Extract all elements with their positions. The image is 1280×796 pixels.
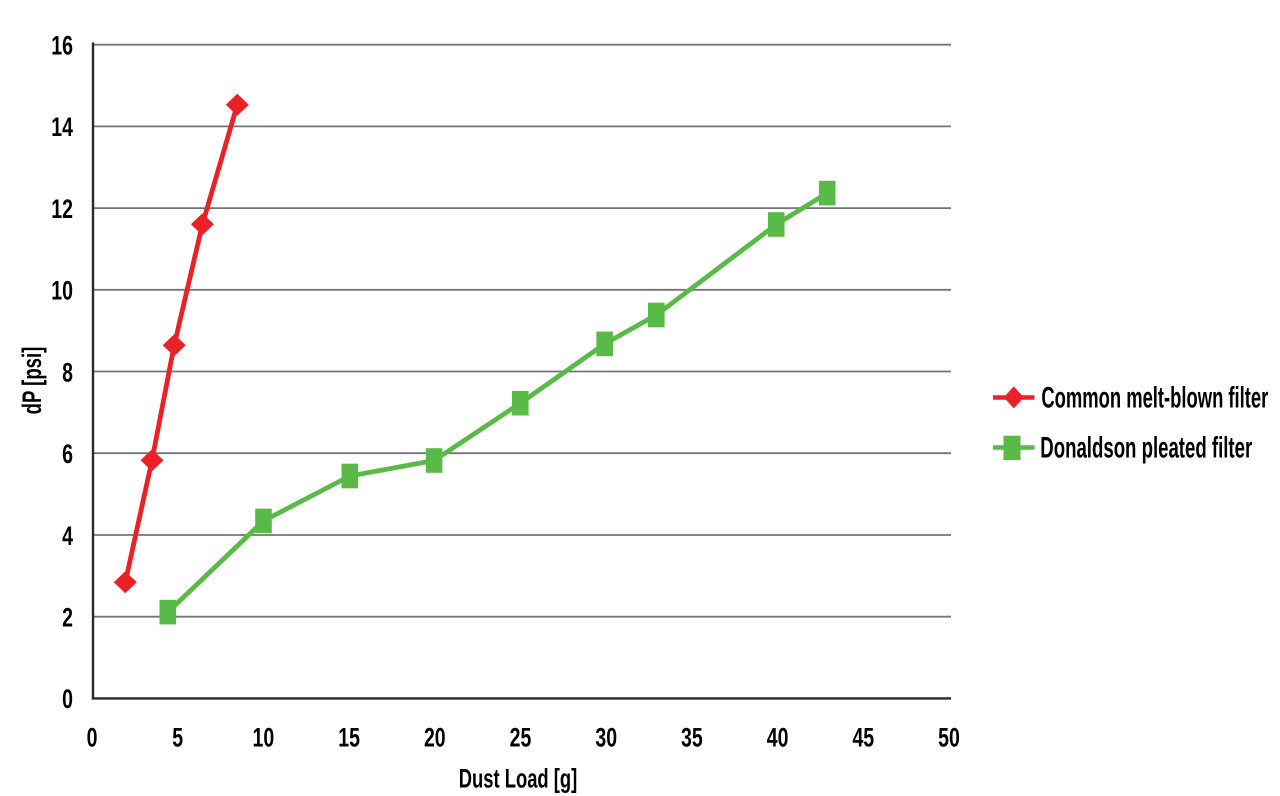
svg-text:16: 16 xyxy=(51,32,73,62)
svg-text:dP [psi]: dP [psi] xyxy=(17,347,47,415)
svg-text:30: 30 xyxy=(595,723,617,753)
svg-text:12: 12 xyxy=(51,195,73,225)
svg-text:5: 5 xyxy=(172,723,183,753)
svg-text:Common melt-blown filter: Common melt-blown filter xyxy=(1041,381,1268,415)
svg-text:4: 4 xyxy=(62,522,74,552)
svg-text:0: 0 xyxy=(87,723,98,753)
svg-text:25: 25 xyxy=(510,723,532,753)
svg-text:10: 10 xyxy=(51,277,73,307)
svg-text:8: 8 xyxy=(62,358,73,388)
svg-text:40: 40 xyxy=(767,723,789,753)
svg-text:2: 2 xyxy=(62,604,73,634)
svg-text:35: 35 xyxy=(681,723,703,753)
svg-text:Donaldson pleated filter: Donaldson pleated filter xyxy=(1040,431,1252,465)
svg-text:20: 20 xyxy=(424,723,446,753)
svg-text:6: 6 xyxy=(62,440,73,470)
svg-text:10: 10 xyxy=(253,723,275,753)
svg-text:15: 15 xyxy=(338,723,360,753)
svg-text:14: 14 xyxy=(51,113,73,143)
svg-text:45: 45 xyxy=(852,723,874,753)
svg-text:50: 50 xyxy=(938,723,960,753)
svg-text:Dust Load [g]: Dust Load [g] xyxy=(459,763,577,793)
svg-text:0: 0 xyxy=(62,685,73,715)
